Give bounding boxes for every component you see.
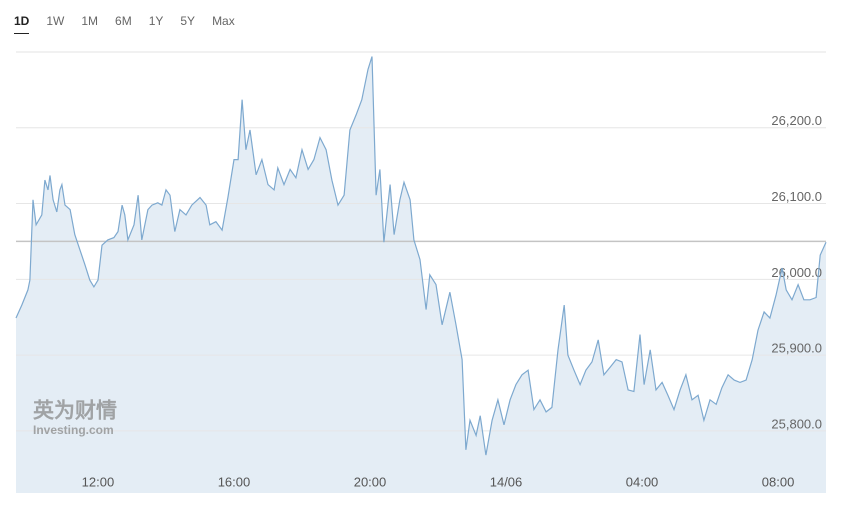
range-tab[interactable]: 6M [115,14,132,28]
y-tick-label: 26,100.0 [771,189,822,204]
x-tick-label: 12:00 [82,474,115,489]
range-tab[interactable]: 1M [81,14,99,28]
y-tick-label: 25,900.0 [771,341,822,356]
range-tab[interactable]: 5Y [180,14,196,28]
y-tick-label: 26,200.0 [771,113,822,128]
x-tick-label: 16:00 [218,474,251,489]
y-tick-label: 25,800.0 [771,416,822,431]
x-tick-label: 08:00 [762,474,795,489]
x-tick-label: 14/06 [490,474,523,489]
area [16,56,826,493]
range-tab[interactable]: 1Y [148,14,164,28]
watermark: 英为财情 [33,399,117,423]
x-tick-label: 04:00 [626,474,659,489]
x-tick-label: 20:00 [354,474,387,489]
range-tabs: 1D 1W 1M 6M 1Y 5Y Max [14,14,252,34]
watermark-sub: Investing.com [33,423,114,437]
range-tab[interactable]: Max [212,14,235,28]
y-tick-label: 26,000.0 [771,265,822,280]
range-tab[interactable]: 1W [46,14,65,28]
line [15,56,827,456]
range-tab[interactable]: 1D [14,14,30,34]
